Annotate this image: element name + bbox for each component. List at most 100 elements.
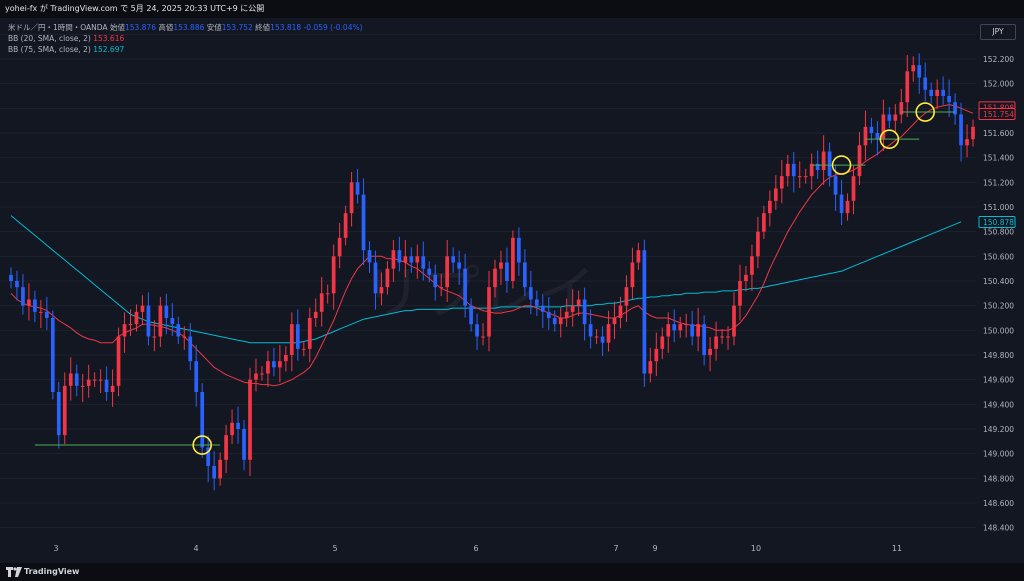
candle-body: [170, 318, 175, 325]
price-axis-tick: 152.000: [983, 80, 1014, 89]
candle-body: [33, 299, 37, 312]
symbol-legend-row[interactable]: 米ドル／円・1時間・OANDA 始値153.876 高値153.886 安値15…: [8, 22, 363, 33]
candle-body: [206, 447, 211, 466]
candle-body: [373, 262, 378, 294]
candle-body: [714, 336, 718, 349]
candle-body: [349, 182, 354, 214]
candle-body: [857, 145, 862, 177]
bb20-label[interactable]: BB (20, SMA, close, 2): [8, 34, 91, 43]
candle-body: [779, 176, 784, 189]
candle-body: [200, 392, 205, 448]
candle-body: [379, 287, 384, 294]
open-value: 153.876: [124, 23, 156, 32]
candle-body: [140, 305, 145, 312]
highlight-circle: [879, 129, 900, 149]
candle-body: [50, 318, 55, 392]
time-axis-tick: 9: [652, 544, 657, 553]
candle-body: [355, 182, 360, 195]
candle-body: [546, 311, 551, 318]
candle-body: [690, 324, 695, 337]
candle-body: [923, 77, 928, 90]
candle-body: [540, 305, 545, 312]
candle-body: [911, 65, 916, 72]
candle-body: [319, 293, 324, 312]
tradingview-logo-icon[interactable]: [6, 567, 22, 577]
candle-body: [959, 114, 963, 146]
time-axis-tick: 10: [751, 544, 761, 553]
candle-body: [325, 293, 330, 295]
bb75-label[interactable]: BB (75, SMA, close, 2): [8, 45, 91, 54]
candle-body: [505, 262, 509, 281]
candle-body: [678, 324, 683, 331]
candle-body: [289, 324, 294, 355]
candle-body: [445, 256, 450, 288]
candle-body: [672, 324, 677, 331]
candle-body: [702, 324, 706, 355]
candle-body: [887, 114, 892, 121]
candle-body: [242, 429, 246, 460]
price-axis-tick: 150.600: [983, 252, 1014, 261]
candle-body: [110, 385, 115, 392]
candle-body: [612, 318, 617, 325]
price-axis-tick: 148.600: [983, 499, 1014, 508]
chart-area[interactable]: リプレイ152.400152.200152.000151.800151.6001…: [0, 18, 1024, 563]
candle-body: [248, 379, 252, 460]
candle-body: [39, 311, 43, 313]
candle-body: [98, 379, 103, 381]
close-value: 153.818: [270, 23, 302, 32]
currency-button[interactable]: JPY: [980, 24, 1016, 40]
replay-watermark: リプレイ: [364, 259, 596, 327]
candle-body: [642, 250, 647, 374]
candle-body: [331, 256, 336, 294]
candle-body: [869, 126, 874, 133]
candle-body: [68, 373, 73, 386]
candle-body: [594, 336, 599, 338]
low-value: 153.752: [221, 23, 253, 32]
candle-body: [194, 361, 199, 392]
tradingview-brand[interactable]: TradingView: [24, 567, 80, 576]
price-label-text: 151.808: [983, 103, 1014, 112]
candle-body: [56, 392, 61, 436]
candle-body: [182, 336, 187, 338]
symbol-name[interactable]: 米ドル／円・1時間・OANDA: [8, 23, 108, 32]
bb20-legend-row[interactable]: BB (20, SMA, close, 2) 153.616: [8, 33, 363, 44]
price-chart[interactable]: リプレイ152.400152.200152.000151.800151.6001…: [0, 18, 1024, 563]
price-axis-tick: 149.000: [983, 450, 1014, 459]
chart-legend: 米ドル／円・1時間・OANDA 始値153.876 高値153.886 安値15…: [8, 22, 363, 55]
price-axis-tick: 151.200: [983, 178, 1014, 187]
highlight-circle: [915, 102, 936, 122]
candle-body: [224, 435, 228, 460]
candle-body: [86, 379, 91, 386]
price-axis-tick: 149.400: [983, 400, 1014, 409]
candle-body: [397, 250, 402, 263]
candle-body: [893, 114, 898, 121]
candle-body: [457, 262, 461, 269]
candle-body: [881, 114, 886, 140]
candle-body: [738, 281, 742, 306]
candle-body: [696, 324, 701, 337]
price-axis-tick: 148.400: [983, 524, 1014, 533]
candle-body: [469, 305, 473, 325]
candle-body: [313, 311, 318, 318]
candle-body: [128, 324, 133, 326]
bb75-legend-row[interactable]: BB (75, SMA, close, 2) 152.697: [8, 44, 363, 55]
candle-body: [971, 126, 975, 140]
price-label-box: [978, 108, 1016, 121]
candle-body: [953, 102, 957, 115]
candle-body: [534, 299, 539, 306]
candle-body: [164, 305, 169, 318]
price-axis-tick: 150.000: [983, 326, 1014, 335]
candle-body: [21, 287, 25, 306]
candle-body: [421, 256, 426, 269]
candle-body: [283, 355, 288, 362]
candle-body: [899, 102, 904, 115]
candle-body: [104, 379, 109, 392]
time-axis-tick: 5: [332, 544, 337, 553]
price-axis-tick: 151.400: [983, 154, 1014, 163]
candle-body: [803, 176, 808, 178]
candle-body: [361, 194, 366, 251]
candle-body: [630, 262, 635, 288]
candle-body: [570, 305, 575, 312]
candle-body: [439, 287, 444, 289]
candle-body: [552, 318, 557, 325]
